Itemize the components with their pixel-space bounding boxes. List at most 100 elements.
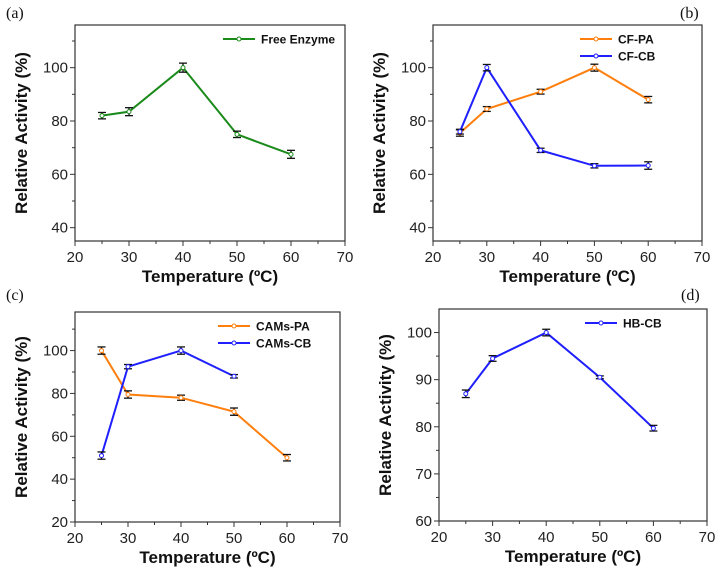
series-cams-pa: CAMs-PA <box>97 320 310 462</box>
x-tick-label: 20 <box>425 249 442 266</box>
data-point <box>234 131 240 137</box>
x-axis-label: Temperature (ºC) <box>499 267 635 286</box>
data-point <box>231 409 237 415</box>
panel-d: 20 30 40 50 60 70 60 70 80 90 100 Temperature (ºC) R… <box>376 287 715 566</box>
x-axis-label: Temperature (ºC) <box>142 267 278 286</box>
x-tick-label: 40 <box>173 530 190 547</box>
series-line <box>459 66 649 134</box>
panel-label: (a) <box>6 5 24 22</box>
y-tick-label: 60 <box>415 513 432 530</box>
legend-label: CF-CB <box>618 50 656 64</box>
x-tick-label: 50 <box>229 249 246 266</box>
legend-marker <box>231 340 237 346</box>
data-point <box>178 348 184 354</box>
data-point <box>457 129 463 135</box>
series-free-enzyme: Free Enzyme <box>98 33 335 159</box>
data-point <box>125 392 131 397</box>
x-tick-label: 70 <box>694 249 711 266</box>
y-axis-label: Relative Activity (%) <box>370 52 389 214</box>
y-tick-label: 60 <box>51 428 68 445</box>
y-tick-label: 100 <box>407 325 432 342</box>
x-tick-label: 30 <box>478 249 495 266</box>
data-point <box>126 109 132 115</box>
x-tick-label: 60 <box>645 529 662 546</box>
y-tick-label: 80 <box>51 385 68 402</box>
y-tick-label: 100 <box>43 60 68 77</box>
series-line <box>465 331 655 429</box>
data-point <box>99 113 105 119</box>
legend-label: CF-PA <box>618 33 654 47</box>
x-tick-label: 20 <box>431 529 448 546</box>
legend-marker <box>231 323 237 329</box>
data-point <box>591 65 597 71</box>
y-tick-label: 60 <box>51 166 68 183</box>
y-tick-label: 40 <box>51 471 68 488</box>
x-tick-label: 60 <box>283 249 300 266</box>
data-point <box>284 455 290 461</box>
panel-label: (d) <box>681 287 700 304</box>
legend-label: HB-CB <box>623 317 662 331</box>
data-point <box>650 425 656 431</box>
data-point <box>538 147 544 153</box>
y-tick-label: 70 <box>415 466 432 483</box>
panel-c: 20 30 40 50 60 70 20 40 60 80 100 Temperature (ºC) R… <box>6 287 348 567</box>
panel-a: 20 30 40 50 60 70 40 60 80 100 Temperature (ºC) Rel… <box>6 5 353 286</box>
y-tick-label: 80 <box>415 419 432 436</box>
x-tick-label: 30 <box>120 530 137 547</box>
plot-frame <box>74 24 346 242</box>
x-tick-label: 30 <box>121 249 138 266</box>
data-point <box>538 89 544 95</box>
legend-marker <box>598 320 604 326</box>
series-cf-pa: CF-PA <box>455 33 654 137</box>
x-tick-label: 30 <box>484 529 501 546</box>
y-tick-label: 40 <box>409 220 426 237</box>
y-tick-label: 60 <box>409 166 426 183</box>
legend-label: Free Enzyme <box>261 33 335 47</box>
data-point <box>597 374 603 380</box>
data-point <box>645 97 651 103</box>
panel-label: (b) <box>680 5 699 22</box>
data-point <box>125 364 131 370</box>
data-point <box>591 163 597 169</box>
data-point <box>490 355 496 361</box>
y-tick-label: 90 <box>415 372 432 389</box>
x-tick-label: 40 <box>538 529 555 546</box>
legend-label: CAMs-PA <box>256 320 310 334</box>
x-tick-label: 50 <box>591 529 608 546</box>
data-point <box>178 395 184 401</box>
plot-frame <box>432 24 703 242</box>
data-point <box>288 151 294 157</box>
legend-marker <box>593 36 599 42</box>
x-tick-label: 70 <box>337 249 354 266</box>
y-axis-label: Relative Activity (%) <box>12 336 31 498</box>
y-tick-label: 80 <box>409 113 426 130</box>
legend-marker <box>236 36 242 42</box>
data-point <box>180 65 186 71</box>
x-tick-label: 70 <box>699 529 716 546</box>
x-tick-label: 60 <box>640 249 657 266</box>
y-tick-label: 80 <box>51 113 68 130</box>
data-point <box>463 391 469 397</box>
x-tick-label: 50 <box>586 249 603 266</box>
y-tick-label: 100 <box>401 60 426 77</box>
legend-label: CAMs-CB <box>256 337 312 351</box>
y-axis-label: Relative Activity (%) <box>12 52 31 214</box>
panel-label: (c) <box>6 287 24 304</box>
x-tick-label: 20 <box>67 249 84 266</box>
series-cams-cb: CAMs-CB <box>97 337 312 460</box>
series-hb-cb: HB-CB <box>461 317 662 432</box>
data-point <box>231 373 237 379</box>
x-axis-label: Temperature (ºC) <box>139 548 275 567</box>
panel-b: 20 30 40 50 60 70 40 60 80 100 Temperature (ºC) Rel… <box>370 5 710 286</box>
y-axis-label: Relative Activity (%) <box>376 334 395 496</box>
series-line <box>100 349 235 456</box>
x-tick-label: 40 <box>175 249 192 266</box>
legend-marker <box>593 53 599 59</box>
x-axis-label: Temperature (ºC) <box>505 547 641 566</box>
data-point <box>484 106 490 112</box>
data-point <box>645 163 651 169</box>
y-tick-label: 100 <box>43 343 68 360</box>
data-point <box>543 330 549 336</box>
x-tick-label: 20 <box>67 530 84 547</box>
